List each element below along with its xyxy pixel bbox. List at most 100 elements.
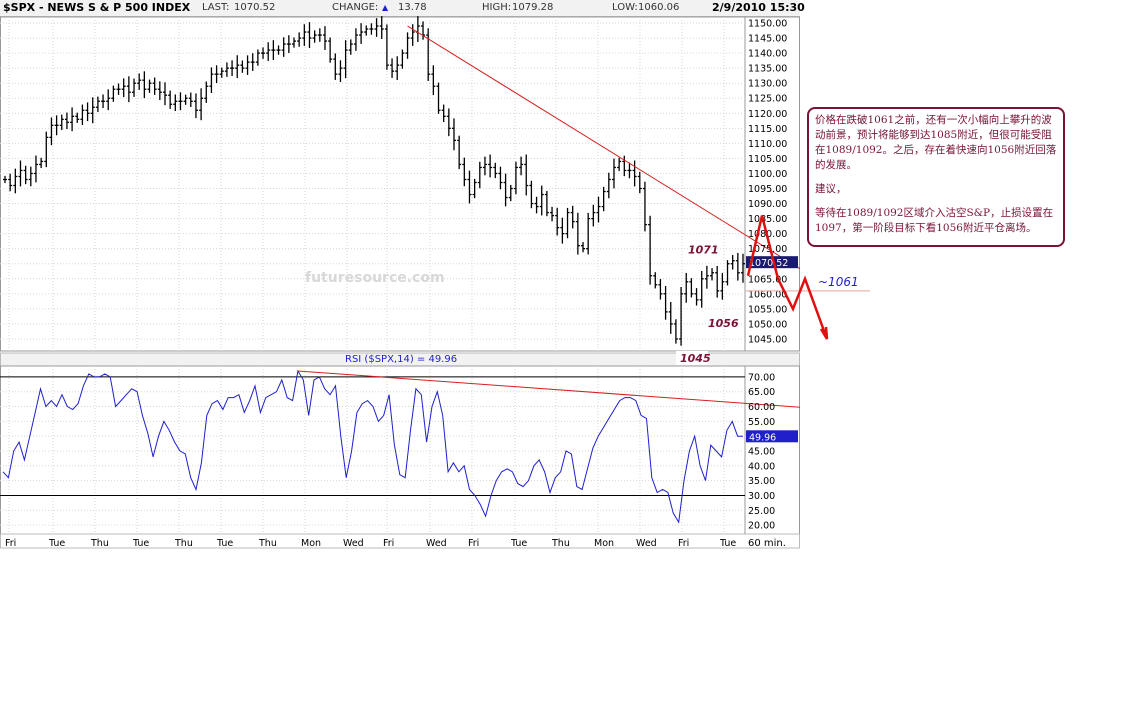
price-bar — [658, 279, 663, 300]
x-tick-label: Fri — [5, 538, 16, 549]
annotation-label: 1071 — [688, 244, 719, 257]
price-y-tick-label: 1065.00 — [748, 274, 787, 285]
price-bar — [730, 255, 735, 270]
price-bar — [333, 53, 338, 80]
price-bar — [297, 32, 302, 47]
last-value: 1070.52 — [234, 2, 276, 13]
price-bar — [106, 89, 111, 111]
price-bar — [8, 173, 13, 192]
price-bar — [699, 270, 704, 308]
price-bar — [617, 157, 622, 172]
rsi-y-tick-label: 45.00 — [748, 447, 775, 458]
price-bar — [586, 212, 591, 255]
price-bar — [39, 157, 44, 169]
analysis-note-advice-heading: 建议， — [815, 183, 847, 195]
price-bar — [379, 16, 384, 39]
annotation-label: 1056 — [708, 317, 739, 330]
price-bar — [710, 268, 715, 281]
price-bar — [317, 28, 322, 42]
price-bar — [235, 55, 240, 79]
rsi-last-value-tag — [746, 430, 798, 443]
watermark-text: futuresource.com — [305, 270, 445, 286]
price-bar — [343, 40, 348, 79]
price-bar — [261, 47, 266, 59]
price-y-tick-label: 1075.00 — [748, 244, 787, 255]
x-tick-label: Thu — [258, 538, 277, 549]
x-tick-label: Wed — [636, 538, 657, 549]
price-y-tick-label: 1060.00 — [748, 289, 787, 300]
price-bar — [137, 73, 142, 90]
price-bar — [653, 272, 658, 289]
rsi-y-tick-label: 40.00 — [748, 461, 775, 472]
price-bar — [49, 117, 54, 146]
projection-arrowhead-icon — [819, 326, 829, 340]
price-y-tick-label: 1135.00 — [748, 64, 787, 75]
price-bar — [400, 49, 405, 69]
change-label: CHANGE: — [332, 2, 379, 13]
price-panel-frame — [0, 16, 800, 352]
price-bar — [503, 173, 508, 207]
x-tick-label: Wed — [426, 538, 447, 549]
x-tick-label: Mon — [594, 538, 614, 549]
x-tick-label: Fri — [383, 538, 394, 549]
price-bar — [611, 158, 616, 189]
price-bar — [390, 58, 395, 78]
price-bar — [539, 185, 544, 216]
price-bar — [328, 37, 333, 63]
price-bar — [482, 156, 487, 176]
last-price-tag — [746, 256, 798, 269]
last-label: LAST: — [202, 2, 230, 13]
price-bar — [240, 60, 245, 73]
price-y-tick-label: 1150.00 — [748, 19, 787, 30]
price-bar — [519, 156, 524, 176]
price-y-tick-label: 1055.00 — [748, 304, 787, 315]
last-price-tag-label: 1070.52 — [749, 258, 788, 269]
rsi-title: RSI ($SPX,14) = 49.96 — [345, 354, 457, 365]
price-bar — [694, 288, 699, 306]
price-bar — [183, 94, 188, 105]
price-bar — [359, 23, 364, 44]
price-bar — [508, 184, 513, 202]
price-bar — [353, 28, 358, 51]
price-bar — [596, 196, 601, 223]
price-bar — [498, 166, 503, 190]
price-bar — [575, 212, 580, 255]
price-y-tick-label: 1050.00 — [748, 319, 787, 330]
price-bar — [601, 186, 606, 212]
price-bar — [13, 168, 18, 194]
price-bar — [436, 82, 441, 114]
price-bar — [286, 35, 291, 53]
price-bar — [111, 85, 116, 102]
x-tick-label: Tue — [48, 538, 65, 549]
low-value: 1060.06 — [638, 2, 680, 13]
price-y-tick-label: 1145.00 — [748, 34, 787, 45]
rsi-y-tick-label: 55.00 — [748, 417, 775, 428]
price-bar — [168, 90, 173, 109]
rsi-last-value-tag-label: 49.96 — [749, 432, 776, 443]
x-tick-label: Thu — [551, 538, 570, 549]
price-bar — [715, 265, 720, 298]
price-bar — [560, 217, 565, 244]
price-bar — [395, 56, 400, 81]
price-bar — [720, 272, 725, 300]
price-bar — [405, 32, 410, 59]
price-bar — [446, 108, 451, 137]
price-bar — [3, 175, 7, 184]
high-value: 1079.28 — [512, 2, 554, 13]
price-bar — [689, 278, 694, 298]
price-bar — [116, 83, 121, 95]
analysis-note-box: 价格在跌破1061之前，还有一次小幅向上攀升的波动前景，预计将能够到达1085附… — [807, 107, 1065, 247]
price-bar — [90, 97, 95, 124]
price-bar — [292, 37, 297, 48]
price-bar — [374, 18, 379, 37]
price-bar — [668, 301, 673, 334]
price-bar — [147, 79, 152, 93]
price-bar — [302, 24, 307, 46]
x-tick-label: Fri — [468, 538, 479, 549]
rsi-y-tick-label: 30.00 — [748, 491, 775, 502]
price-bar — [214, 65, 219, 84]
rsi-y-tick-label: 60.00 — [748, 402, 775, 413]
price-bar — [472, 178, 477, 199]
price-bar — [322, 26, 327, 50]
price-bar — [431, 65, 436, 96]
